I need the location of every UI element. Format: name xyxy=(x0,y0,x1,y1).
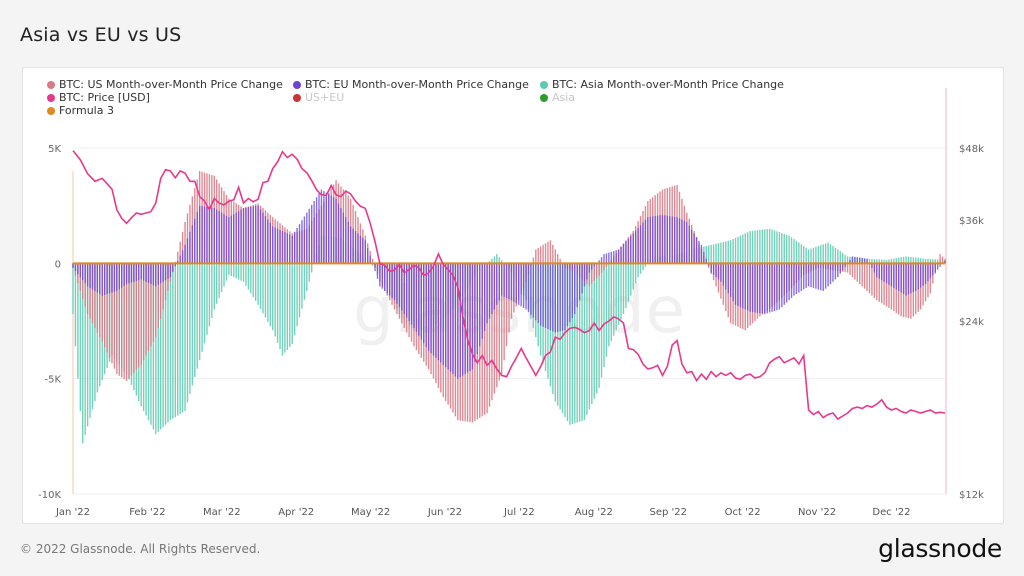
y-right-tick-label: $48k xyxy=(959,144,984,155)
legend-item-asia-formula[interactable]: Asia xyxy=(540,91,575,104)
legend-item-us[interactable]: BTC: US Month-over-Month Price Change xyxy=(47,78,283,91)
page-title: Asia vs EU vs US xyxy=(20,24,182,46)
x-tick-label: Jul '22 xyxy=(503,507,535,518)
legend-label-asia: BTC: Asia Month-over-Month Price Change xyxy=(552,78,784,91)
legend-label-us: BTC: US Month-over-Month Price Change xyxy=(59,78,283,91)
legend-item-us-eu[interactable]: US+EU xyxy=(293,91,344,104)
x-tick-label: Aug '22 xyxy=(575,507,613,518)
price-line xyxy=(72,150,946,421)
legend-label-formula-3: Formula 3 xyxy=(59,104,114,117)
y-right-tick-label: $12k xyxy=(959,490,984,501)
y-left-tick-label: 5K xyxy=(48,144,61,155)
legend-item-formula-3[interactable]: Formula 3 xyxy=(47,104,114,117)
legend-swatch-asia-formula xyxy=(540,93,548,102)
footer-brand-logo: glassnode xyxy=(878,534,1002,563)
legend-label-us-eu: US+EU xyxy=(305,91,345,104)
footer-copyright: © 2022 Glassnode. All Rights Reserved. xyxy=(20,542,261,556)
legend-swatch-asia xyxy=(540,80,548,89)
x-tick-label: Nov '22 xyxy=(798,507,836,518)
legend-swatch-formula-3 xyxy=(47,106,55,115)
legend-label-price: BTC: Price [USD] xyxy=(59,91,150,104)
legend-swatch-eu xyxy=(293,80,301,89)
x-tick-label: Dec '22 xyxy=(872,507,910,518)
legend-label-asia-formula: Asia xyxy=(552,91,576,104)
legend-swatch-price xyxy=(47,93,55,102)
legend-swatch-us xyxy=(47,80,55,89)
y-right-tick-label: $24k xyxy=(959,317,984,328)
legend-label-eu: BTC: EU Month-over-Month Price Change xyxy=(305,78,529,91)
y-left-tick-label: 0 xyxy=(55,259,61,270)
legend-item-price[interactable]: BTC: Price [USD] xyxy=(47,91,150,104)
legend-swatch-us-eu xyxy=(293,93,301,102)
x-tick-label: Mar '22 xyxy=(203,507,241,518)
y-left-tick-label: -5K xyxy=(44,375,61,386)
x-tick-label: Feb '22 xyxy=(129,507,165,518)
chart-card: glassnode 5K 0 -5K -10K $48k $36k $24k $12k Jan … xyxy=(22,67,1004,524)
y-left-tick-label: -10K xyxy=(38,490,61,501)
x-tick-label: Sep '22 xyxy=(649,507,687,518)
y-right-tick-label: $36k xyxy=(959,216,984,227)
x-tick-label: Apr '22 xyxy=(278,507,314,518)
x-tick-label: Jun '22 xyxy=(427,507,462,518)
x-tick-label: Oct '22 xyxy=(725,507,761,518)
x-tick-label: May '22 xyxy=(351,507,390,518)
x-tick-label: Jan '22 xyxy=(55,507,90,518)
legend-item-eu[interactable]: BTC: EU Month-over-Month Price Change xyxy=(293,78,529,91)
legend-item-asia[interactable]: BTC: Asia Month-over-Month Price Change xyxy=(540,78,784,91)
chart-plot: 5K 0 -5K -10K $48k $36k $24k $12k Jan '22 Feb '22… xyxy=(38,88,984,518)
